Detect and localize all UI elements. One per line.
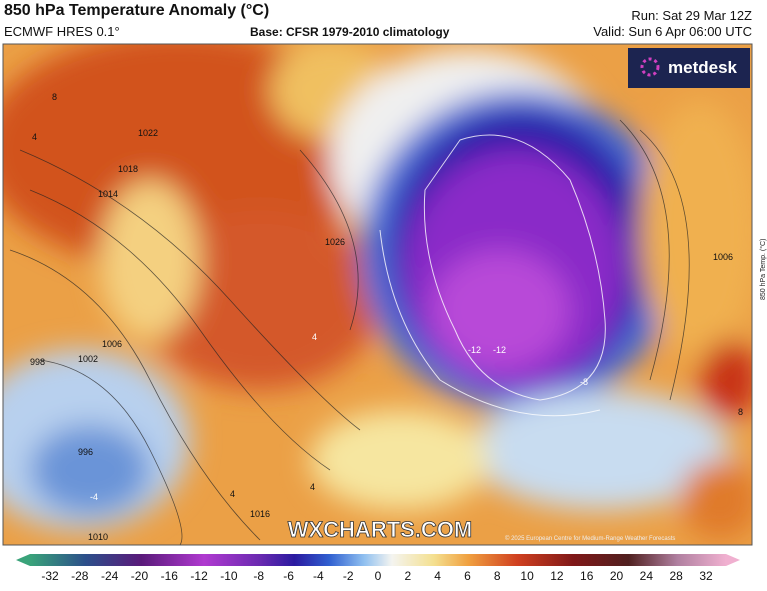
- colorbar-tick-label: -10: [220, 569, 238, 583]
- contour-label: 1002: [78, 354, 98, 364]
- contour-label: 4: [312, 332, 317, 342]
- contour-label: 8: [52, 92, 57, 102]
- colorbar-tick-label: 16: [580, 569, 594, 583]
- colorbar-tick-label: 2: [404, 569, 411, 583]
- colorbar-tick-label: -12: [190, 569, 208, 583]
- colorbar-tick-label: -28: [71, 569, 89, 583]
- colorbar-tick-label: 4: [434, 569, 441, 583]
- colorbar-tick-label: 28: [670, 569, 684, 583]
- side-label: 850 hPa Temp. (°C): [759, 239, 767, 300]
- contour-label: 998: [30, 357, 45, 367]
- contour-label: 4: [32, 132, 37, 142]
- contour-label: -12: [468, 345, 481, 355]
- contour-label: 1022: [138, 128, 158, 138]
- contour-label: 1016: [250, 509, 270, 519]
- colorbar-tick-label: -8: [253, 569, 264, 583]
- contour-label: 8: [738, 407, 743, 417]
- colorbar-tick-label: -4: [313, 569, 324, 583]
- contour-label: 4: [230, 489, 235, 499]
- watermark: WXCHARTS.COM: [288, 517, 473, 542]
- colorbar-tick-label: 32: [699, 569, 713, 583]
- colorbar-tick-label: 6: [464, 569, 471, 583]
- colorbar: [30, 554, 726, 566]
- contour-label: 1026: [325, 237, 345, 247]
- valid: Valid: Sun 6 Apr 06:00 UTC: [593, 24, 752, 39]
- base: Base: CFSR 1979-2010 climatology: [250, 25, 450, 39]
- logo: metdesk: [668, 58, 738, 77]
- colorbar-tick-label: 20: [610, 569, 624, 583]
- contour-label: 1014: [98, 189, 118, 199]
- colorbar-tick-label: -2: [343, 569, 354, 583]
- map-labels: 8 4 1022 1018 1014 1006 1002 998 996 1026 4 -12 -12 -…: [30, 92, 743, 542]
- colorbar-tick-label: -24: [101, 569, 119, 583]
- colorbar-tick-label: -16: [161, 569, 179, 583]
- colorbar-tick-label: 8: [494, 569, 501, 583]
- contour-label: 1010: [88, 532, 108, 542]
- colorbar-tick-label: 10: [520, 569, 534, 583]
- title: 850 hPa Temperature Anomaly (°C): [4, 2, 270, 19]
- colorbar-tick-label: 12: [550, 569, 564, 583]
- logo-box: [628, 48, 750, 88]
- contour-label: 1018: [118, 164, 138, 174]
- logo-icon: [640, 57, 660, 77]
- colorbar-end: [726, 554, 740, 566]
- contour-label: 1006: [102, 339, 122, 349]
- copyright: © 2025 European Centre for Medium-Range …: [505, 535, 675, 542]
- colorbar-tick-label: -20: [131, 569, 149, 583]
- map-field: [3, 44, 752, 545]
- contour-label: -4: [90, 492, 98, 502]
- contour-label: -12: [493, 345, 506, 355]
- colorbar-ticks: -32 -28 -24 -20 -16 -12 -10 -8 -6 -4 -2 0 2 4 6 8 10 12 16…: [41, 569, 713, 583]
- contour-label: 1006: [713, 252, 733, 262]
- colorbar-tick-label: -6: [283, 569, 294, 583]
- model: ECMWF HRES 0.1°: [4, 24, 120, 39]
- colorbar-tick-label: 0: [375, 569, 382, 583]
- colorbar-tick-label: -32: [41, 569, 59, 583]
- contour-label: 996: [78, 447, 93, 457]
- colorbar-end: [16, 554, 30, 566]
- run: Run: Sat 29 Mar 12Z: [631, 8, 752, 23]
- colorbar-tick-label: 24: [640, 569, 654, 583]
- contour-label: -8: [580, 377, 588, 387]
- contour-label: 4: [310, 482, 315, 492]
